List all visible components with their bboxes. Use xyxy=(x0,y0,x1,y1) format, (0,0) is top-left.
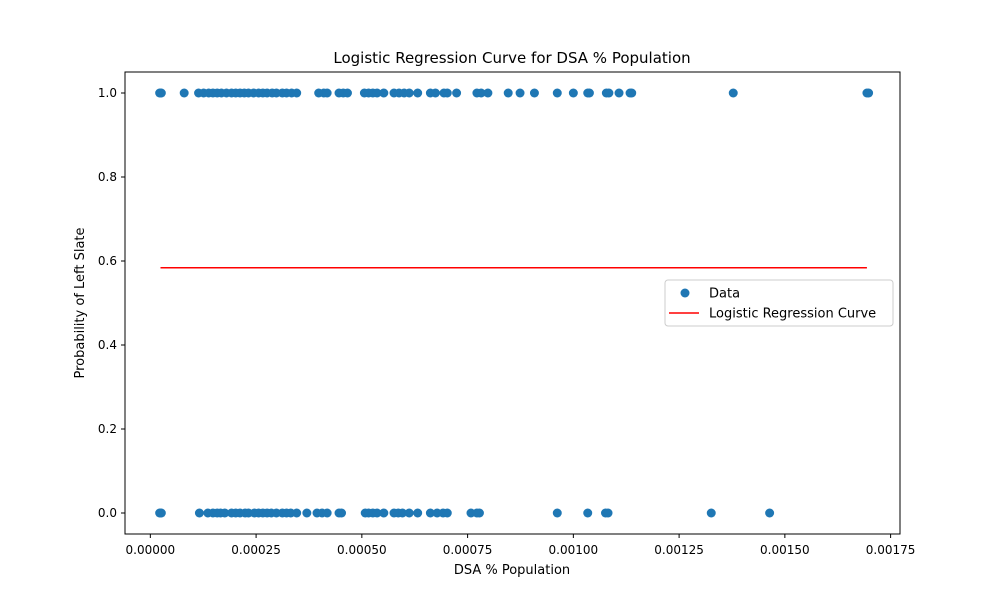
data-point xyxy=(302,508,312,518)
data-point xyxy=(603,508,613,518)
data-point xyxy=(322,88,332,98)
data-point xyxy=(604,88,614,98)
x-tick-label: 0.00025 xyxy=(231,543,281,557)
data-point xyxy=(706,508,716,518)
x-tick-label: 0.00150 xyxy=(760,543,810,557)
data-point xyxy=(529,88,539,98)
data-point xyxy=(342,88,352,98)
data-point xyxy=(864,88,874,98)
y-tick-label: 1.0 xyxy=(98,86,117,100)
x-tick-label: 0.00100 xyxy=(549,543,599,557)
y-tick-label: 0.4 xyxy=(98,338,117,352)
data-point xyxy=(442,88,452,98)
x-tick-label: 0.00000 xyxy=(126,543,176,557)
legend-label-data: Data xyxy=(709,287,740,302)
data-point xyxy=(442,508,452,518)
legend: Data Logistic Regression Curve xyxy=(664,279,894,327)
data-point xyxy=(372,88,382,98)
data-point xyxy=(515,88,525,98)
data-point xyxy=(503,88,513,98)
data-point xyxy=(156,88,166,98)
y-tick-label: 0.8 xyxy=(98,170,117,184)
data-point xyxy=(194,508,204,518)
data-point xyxy=(397,508,407,518)
data-point xyxy=(220,508,230,518)
axis-ticks: 0.00000 0.00025 0.00050 0.00075 0.00100 0.001… xyxy=(98,86,916,557)
data-point xyxy=(413,508,423,518)
y-tick-label: 0.6 xyxy=(98,254,117,268)
data-point xyxy=(430,88,440,98)
axes-frame xyxy=(124,71,901,535)
data-point xyxy=(292,508,302,518)
x-tick-label: 0.00050 xyxy=(337,543,387,557)
data-point xyxy=(627,88,637,98)
plot-area xyxy=(155,88,874,518)
data-point xyxy=(728,88,738,98)
data-point xyxy=(379,88,389,98)
y-axis-label: Probability of Left Slate xyxy=(73,227,88,378)
x-tick-label: 0.00175 xyxy=(866,543,916,557)
data-point xyxy=(179,88,189,98)
y-tick-label: 0.0 xyxy=(98,506,117,520)
legend-box xyxy=(664,279,894,327)
data-point xyxy=(552,88,562,98)
data-point xyxy=(404,508,414,518)
x-tick-label: 0.00125 xyxy=(654,543,704,557)
data-point xyxy=(425,508,435,518)
chart-title: Logistic Regression Curve for DSA % Popu… xyxy=(333,49,690,67)
x-tick-label: 0.00075 xyxy=(443,543,493,557)
data-point xyxy=(292,88,302,98)
data-point xyxy=(483,88,493,98)
data-point xyxy=(476,88,486,98)
data-point xyxy=(474,508,484,518)
x-axis-label: DSA % Population xyxy=(454,563,570,578)
data-point xyxy=(337,508,347,518)
data-point xyxy=(552,508,562,518)
data-point xyxy=(584,88,594,98)
data-point xyxy=(322,508,332,518)
data-point xyxy=(413,88,423,98)
data-point xyxy=(765,508,775,518)
legend-label-curve: Logistic Regression Curve xyxy=(709,307,876,322)
data-point xyxy=(156,508,166,518)
data-point xyxy=(379,508,389,518)
data-point xyxy=(568,88,578,98)
data-point xyxy=(583,508,593,518)
data-point xyxy=(372,508,382,518)
data-point xyxy=(452,88,462,98)
data-point xyxy=(614,88,624,98)
y-tick-label: 0.2 xyxy=(98,422,117,436)
legend-marker-data xyxy=(680,288,690,298)
data-point xyxy=(404,88,414,98)
